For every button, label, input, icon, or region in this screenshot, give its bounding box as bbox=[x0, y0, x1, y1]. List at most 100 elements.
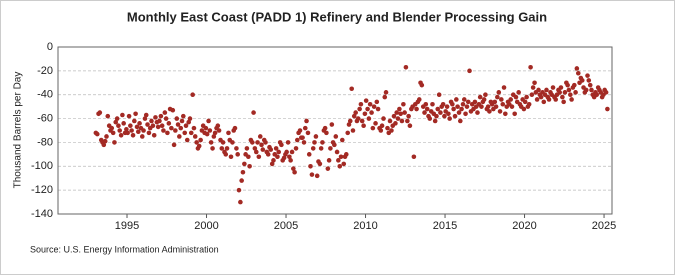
marker bbox=[105, 113, 111, 119]
marker bbox=[324, 130, 329, 136]
marker bbox=[196, 143, 202, 149]
marker bbox=[139, 134, 145, 139]
marker bbox=[493, 104, 499, 109]
marker bbox=[322, 125, 328, 131]
marker bbox=[128, 123, 133, 129]
marker bbox=[406, 113, 411, 119]
marker bbox=[442, 113, 447, 119]
marker bbox=[126, 113, 132, 119]
marker bbox=[516, 90, 521, 95]
y-tick-label: -80 bbox=[37, 136, 53, 148]
marker bbox=[401, 101, 406, 107]
marker bbox=[565, 82, 570, 88]
marker bbox=[104, 134, 109, 139]
marker bbox=[159, 123, 165, 129]
marker bbox=[587, 82, 593, 88]
marker bbox=[295, 137, 300, 143]
marker bbox=[534, 97, 540, 102]
marker bbox=[206, 118, 211, 124]
marker bbox=[276, 149, 282, 155]
marker bbox=[546, 97, 552, 102]
marker bbox=[259, 142, 264, 148]
marker bbox=[487, 109, 492, 114]
marker bbox=[434, 113, 439, 119]
marker bbox=[129, 128, 134, 133]
marker bbox=[320, 140, 325, 145]
marker bbox=[485, 104, 491, 109]
marker bbox=[157, 118, 162, 124]
marker bbox=[102, 138, 108, 144]
marker bbox=[346, 122, 352, 127]
marker bbox=[166, 121, 172, 126]
marker bbox=[190, 92, 195, 98]
marker bbox=[268, 147, 274, 152]
marker bbox=[235, 152, 240, 157]
marker bbox=[361, 123, 366, 129]
y-axis-label: Thousand Barrels per Day bbox=[13, 72, 24, 189]
marker bbox=[155, 124, 161, 130]
marker bbox=[116, 123, 121, 129]
x-tick-label: 2000 bbox=[194, 220, 218, 232]
marker bbox=[101, 142, 107, 148]
marker bbox=[365, 106, 370, 112]
marker bbox=[285, 140, 291, 145]
marker bbox=[574, 66, 580, 71]
marker bbox=[459, 106, 464, 112]
marker bbox=[501, 85, 507, 90]
marker bbox=[174, 116, 180, 121]
y-tick-label: -60 bbox=[37, 112, 53, 124]
marker bbox=[475, 110, 480, 115]
marker bbox=[263, 140, 268, 145]
marker bbox=[226, 130, 231, 136]
marker bbox=[236, 187, 242, 193]
marker bbox=[171, 142, 177, 148]
marker bbox=[110, 130, 116, 136]
marker bbox=[541, 99, 547, 105]
marker bbox=[281, 155, 287, 161]
marker bbox=[526, 101, 532, 107]
marker bbox=[137, 121, 142, 126]
marker bbox=[579, 78, 585, 83]
marker bbox=[336, 158, 341, 163]
marker bbox=[561, 99, 566, 105]
marker bbox=[427, 116, 433, 121]
marker bbox=[461, 97, 467, 102]
marker bbox=[198, 137, 203, 143]
marker bbox=[256, 154, 262, 160]
y-tick-label: 0 bbox=[47, 41, 53, 53]
marker bbox=[220, 140, 226, 145]
marker bbox=[573, 90, 578, 95]
marker bbox=[300, 135, 305, 140]
marker bbox=[436, 92, 442, 98]
marker bbox=[373, 121, 378, 126]
marker bbox=[337, 163, 343, 169]
marker bbox=[393, 121, 398, 126]
y-tick-label: -40 bbox=[37, 89, 53, 101]
plot-area bbox=[57, 46, 613, 215]
marker bbox=[355, 116, 361, 121]
marker bbox=[113, 119, 119, 125]
marker bbox=[134, 124, 140, 130]
marker bbox=[125, 130, 130, 136]
marker bbox=[191, 125, 197, 131]
marker bbox=[149, 118, 154, 124]
marker bbox=[500, 101, 506, 107]
x-tick-label: 2015 bbox=[433, 220, 457, 232]
marker bbox=[391, 113, 397, 119]
x-tick-label: 2005 bbox=[274, 220, 298, 232]
marker bbox=[397, 106, 402, 112]
marker bbox=[175, 122, 181, 127]
marker bbox=[117, 128, 122, 133]
marker bbox=[416, 97, 422, 102]
marker bbox=[275, 154, 280, 160]
marker bbox=[423, 101, 429, 107]
marker bbox=[529, 92, 535, 98]
marker bbox=[463, 111, 468, 117]
marker bbox=[120, 112, 125, 118]
marker bbox=[460, 101, 466, 107]
marker bbox=[203, 125, 209, 131]
marker bbox=[212, 130, 218, 136]
marker bbox=[292, 169, 297, 175]
marker bbox=[255, 140, 260, 145]
marker bbox=[181, 113, 186, 119]
